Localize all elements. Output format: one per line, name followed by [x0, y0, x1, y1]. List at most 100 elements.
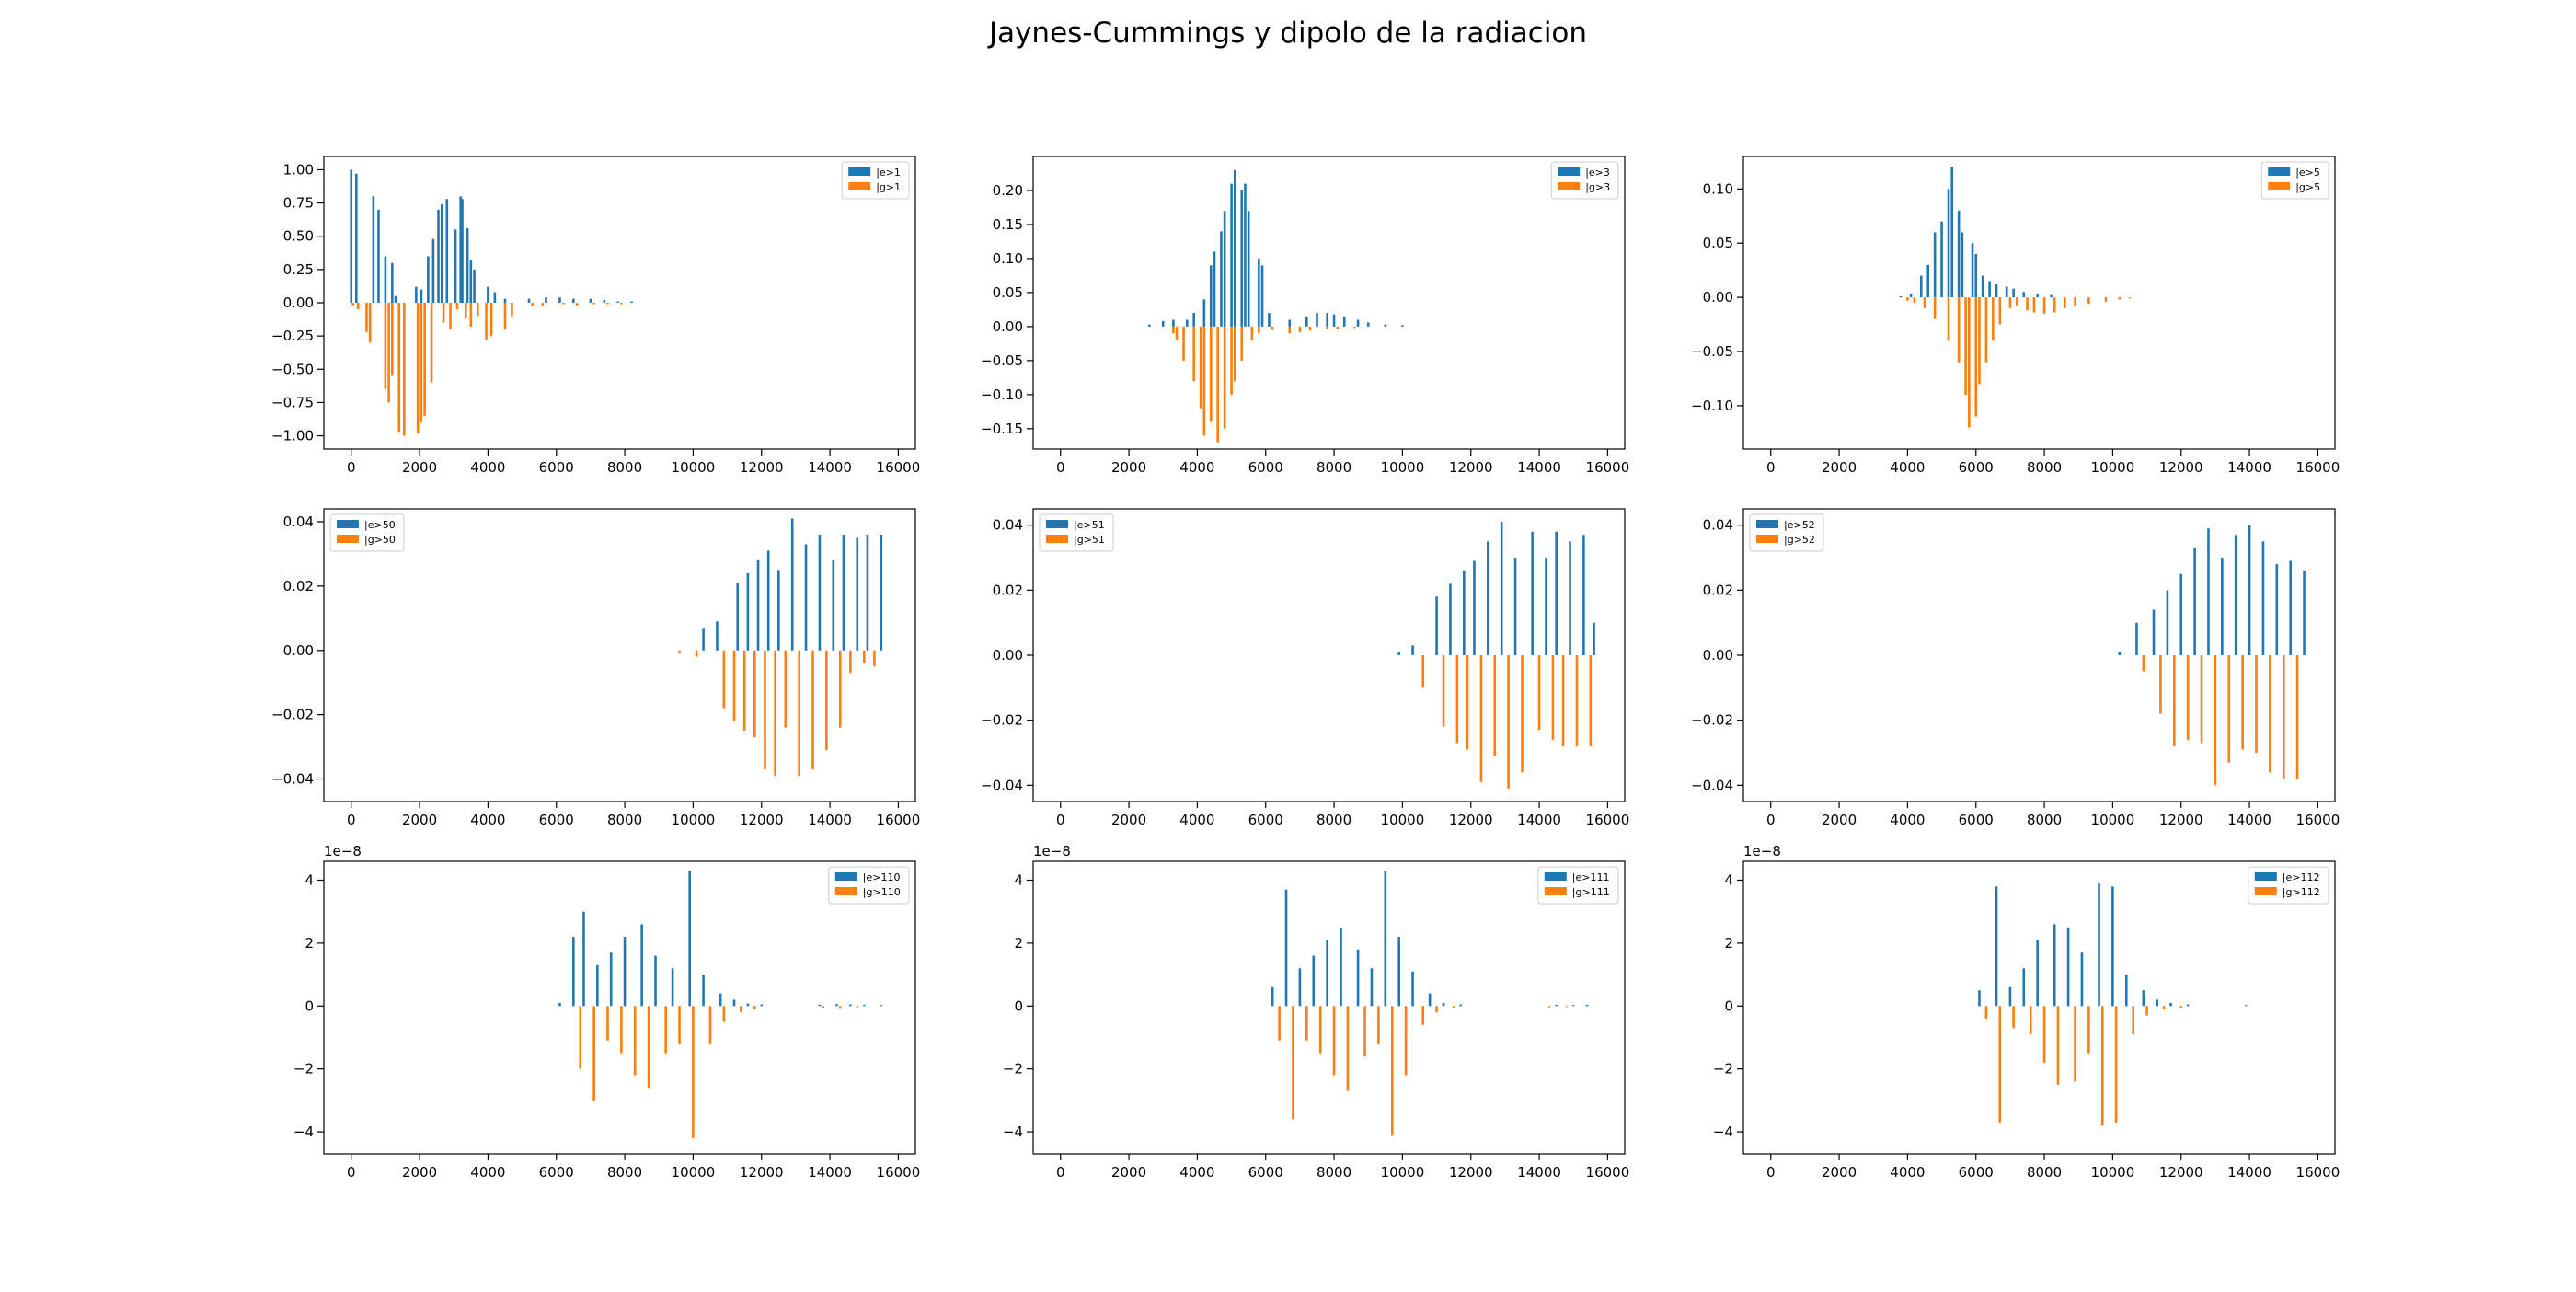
bar [561, 303, 565, 305]
bar [2080, 952, 2084, 1007]
x-tick-label: 2000 [402, 1164, 437, 1181]
bar [1463, 571, 1466, 655]
series-ground-1 [351, 303, 623, 436]
bar [1459, 1004, 1462, 1007]
bar [811, 650, 814, 770]
bar [558, 297, 561, 303]
x-tick-label: 0 [1056, 1164, 1065, 1181]
bar [572, 298, 575, 303]
bar [842, 534, 845, 651]
x-tick-label: 14000 [2227, 459, 2271, 476]
y-tick-label: 0.00 [283, 294, 314, 311]
axes-frame [1742, 156, 2336, 450]
bar [1233, 169, 1236, 327]
bar [2248, 525, 2251, 655]
bar [2173, 655, 2176, 746]
bar [1913, 297, 1916, 303]
axes-frame [1742, 860, 2336, 1155]
bar [2114, 1006, 2118, 1123]
legend-2: |e>3 |g>3 [1550, 161, 1619, 200]
bar [1305, 316, 1308, 327]
bar [654, 955, 657, 1007]
bar [804, 544, 808, 651]
bar [2159, 655, 2162, 714]
y-tick-label: −0.10 [981, 386, 1023, 403]
x-tick-label: 0 [1766, 1164, 1776, 1181]
y-tick-label: 0.04 [1703, 517, 1733, 534]
bar [1521, 655, 1524, 773]
bar [2234, 535, 2237, 655]
y-tick-label: −4 [1003, 1124, 1023, 1140]
x-tick-label: 8000 [1317, 459, 1351, 476]
bar [732, 650, 736, 721]
bar [1182, 326, 1185, 361]
bar [372, 196, 375, 303]
bar [589, 298, 592, 303]
y-tick-label: −0.15 [981, 421, 1023, 437]
bar [1561, 655, 1565, 746]
bar [1555, 1004, 1558, 1007]
bar [2029, 1006, 2032, 1035]
bar [2179, 1006, 2183, 1008]
bar [2008, 297, 2012, 308]
y-tick-label: −0.50 [271, 361, 314, 377]
y-tick-label: −0.02 [981, 712, 1023, 729]
bar [582, 911, 585, 1007]
bar [1899, 295, 1903, 298]
x-tick-label: 4000 [1890, 459, 1925, 476]
x-tick-label: 2000 [1111, 1164, 1146, 1181]
bar [403, 303, 406, 436]
bar [1278, 1006, 1281, 1041]
legend-label: |g>51 [1074, 534, 1105, 546]
bar [1919, 275, 1923, 298]
bar [880, 534, 883, 651]
legend-swatch [2268, 167, 2291, 176]
bar [1223, 326, 1226, 429]
y-tick-label: 0.75 [283, 195, 314, 212]
bar [753, 650, 756, 738]
bar [798, 650, 800, 777]
x-tick-label: 6000 [539, 812, 574, 828]
bar [688, 871, 691, 1007]
bar [1442, 655, 1445, 727]
x-tick-label: 10000 [2091, 459, 2135, 476]
legend-swatch [848, 182, 871, 190]
bar [1974, 297, 1978, 417]
bar [1435, 596, 1438, 655]
bar [764, 650, 766, 770]
bar [1452, 1006, 1455, 1008]
bar [2261, 541, 2265, 655]
legend-swatch [2254, 887, 2277, 895]
bar [1346, 1006, 1350, 1091]
x-tick-label: 8000 [607, 459, 642, 476]
y-tick-label: −0.05 [981, 352, 1023, 369]
legend-swatch [2268, 182, 2291, 190]
bar [384, 256, 387, 303]
x-tick-label: 6000 [1248, 812, 1283, 828]
legend-3: |e>5 |g>5 [2260, 161, 2329, 200]
bar [2064, 297, 2066, 308]
bar [1933, 297, 1937, 319]
legend-7: |e>110 |g>110 [828, 866, 910, 905]
bar [461, 199, 464, 303]
bar [1507, 655, 1510, 789]
legend-swatch [1544, 887, 1567, 895]
subplot-4: 0 2000 4000 6000 8000 10000 12000 14000 16000 −0.… [271, 508, 920, 828]
x-tick-label: 12000 [1449, 1164, 1493, 1181]
bar [2145, 1006, 2148, 1016]
bar [2087, 297, 2090, 305]
y-tick-label: 0.05 [1703, 235, 1733, 251]
y-tick-label: 0.15 [993, 216, 1023, 233]
x-tick-label: 8000 [1317, 812, 1351, 828]
x-tick-label: 0 [347, 459, 356, 476]
bar [431, 238, 435, 303]
bar [1957, 210, 1961, 298]
bar [1947, 189, 1950, 298]
bar [440, 204, 443, 303]
bar [838, 1006, 842, 1009]
legend-swatch [1046, 520, 1068, 528]
y-tick-label: 0.04 [283, 513, 314, 530]
bar [1258, 326, 1260, 334]
bar [1585, 1004, 1589, 1007]
y-tick-label: 0.05 [993, 284, 1023, 301]
